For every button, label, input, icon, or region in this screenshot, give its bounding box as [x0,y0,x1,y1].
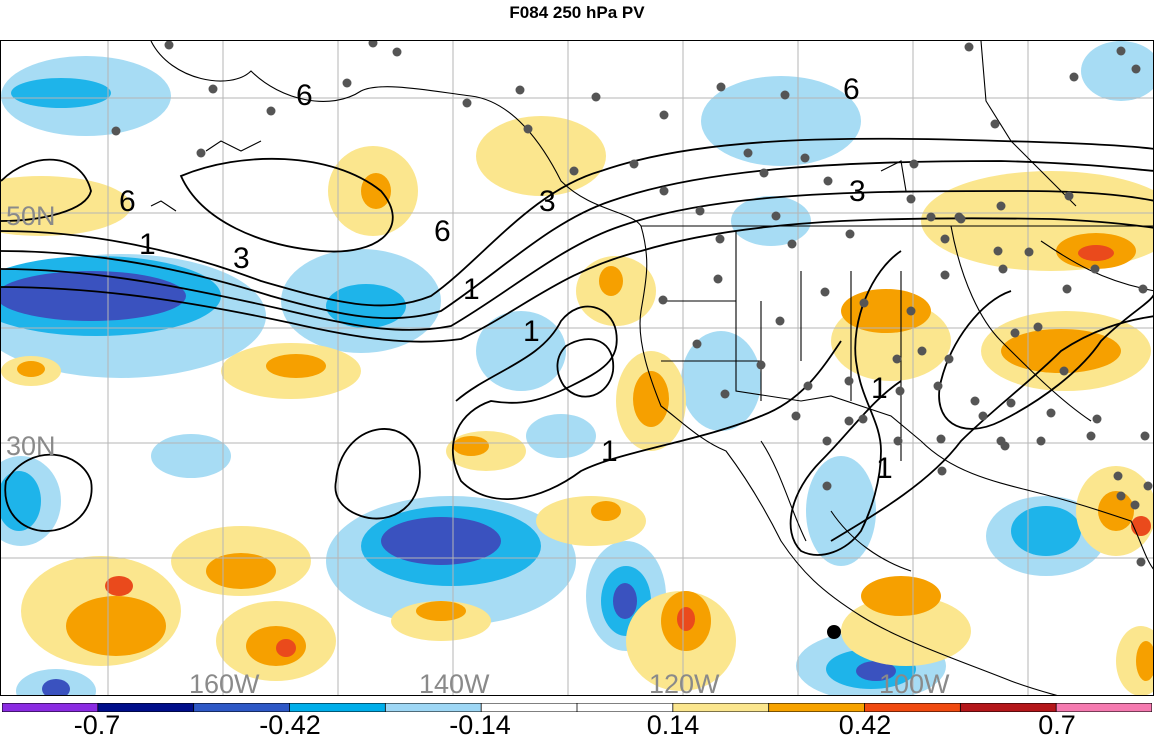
colorbar-cell [768,703,865,712]
colorbar-label: -0.42 [259,710,321,740]
colorbar-label: -0.14 [449,710,511,740]
colorbar-label: 0.14 [646,710,700,740]
colorbar [2,703,1152,712]
contour-label: 6 [296,79,313,112]
colorbar-cell [289,703,386,712]
colorbar-label: -0.7 [73,710,121,740]
colorbar-cell [97,703,195,712]
colorbar-cell [2,703,99,712]
map-canvas: 6 6 6 6 3 3 3 1 1 1 1 1 1 [1,41,1153,696]
colorbar-cell [864,703,961,712]
lon-label-140w: 140W [419,669,490,696]
colorbar-cell [193,703,290,712]
lat-label-50n: 50N [6,201,56,231]
contour-label: 3 [539,185,556,218]
lon-label-100w: 100W [879,669,950,696]
anomaly-shading [1,41,1153,695]
lat-label-30n: 30N [6,431,56,461]
lon-label-120w: 120W [649,669,720,696]
marker-dot [827,625,841,639]
contour-label: 1 [601,435,618,468]
contour-label: 6 [843,73,860,106]
map-title: F084 250 hPa PV [509,3,645,22]
colorbar-cell [960,703,1057,712]
colorbar-cell [672,703,770,712]
colorbar-label: 0.42 [838,710,892,740]
station-dots [111,41,1153,567]
colorbar-cell [577,703,674,712]
coastlines [150,41,1153,695]
contour-label: 1 [523,315,540,348]
colorbar-cell [1056,703,1152,712]
contour-label: 1 [876,452,893,485]
contour-label: 1 [139,228,156,261]
contour-label: 3 [233,242,250,275]
contour-label: 1 [463,273,480,306]
graticule [1,41,1153,695]
colorbar-label: 0.7 [1038,710,1076,740]
contour-label: 6 [119,185,136,218]
pv-contours [1,137,1153,556]
contour-label: 6 [434,215,451,248]
contour-label: 1 [871,372,888,405]
contour-labels: 6 6 6 6 3 3 3 1 1 1 1 1 1 [119,73,893,485]
contour-label: 3 [849,175,866,208]
colorbar-cell [481,703,578,712]
colorbar-cell [385,703,482,712]
lon-label-160w: 160W [189,669,260,696]
pv-map: 6 6 6 6 3 3 3 1 1 1 1 1 1 [0,40,1154,696]
